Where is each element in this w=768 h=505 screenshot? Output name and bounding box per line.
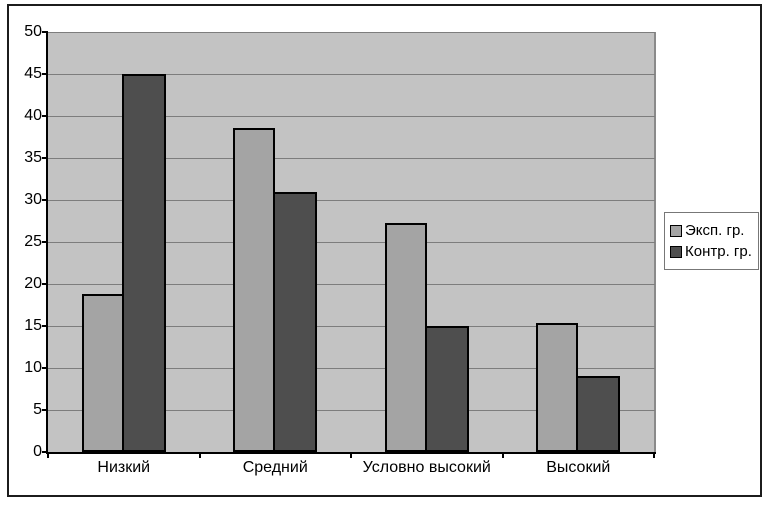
x-axis-tick xyxy=(501,452,504,458)
y-axis-tick xyxy=(42,157,48,159)
y-axis-tick-label: 10 xyxy=(24,359,42,376)
gridline xyxy=(48,199,655,201)
y-axis-tick xyxy=(42,31,48,33)
y-axis-tick-label: 50 xyxy=(24,23,42,40)
category-label: Средний xyxy=(242,459,308,476)
legend-label: Контр. гр. xyxy=(685,243,752,260)
y-axis-tick xyxy=(42,199,48,201)
gridline xyxy=(48,73,655,75)
y-axis-tick xyxy=(42,367,48,369)
y-axis-tick-label: 30 xyxy=(24,191,42,208)
category-label: Низкий xyxy=(97,459,151,476)
gridline xyxy=(48,367,655,369)
gridline xyxy=(48,157,655,159)
y-axis-tick xyxy=(42,325,48,327)
y-axis-tick xyxy=(42,241,48,243)
y-axis-tick xyxy=(42,283,48,285)
gridline xyxy=(48,115,655,117)
y-axis-tick-label: 20 xyxy=(24,275,42,292)
y-axis-tick xyxy=(42,73,48,75)
gridline xyxy=(48,241,655,243)
y-axis-tick xyxy=(42,409,48,411)
gridline xyxy=(48,409,655,411)
x-axis-tick xyxy=(47,452,49,458)
category-label: Высокий xyxy=(546,459,611,476)
legend-marker-icon xyxy=(670,245,682,258)
bar-control-0 xyxy=(121,74,166,452)
bar-exp-1 xyxy=(233,127,276,452)
legend-item: Эксп. гр. xyxy=(670,220,754,241)
x-axis-tick xyxy=(350,452,352,458)
bar-exp-0 xyxy=(81,294,124,452)
y-axis-tick-label: 15 xyxy=(24,317,42,334)
bar-control-1 xyxy=(273,191,318,452)
y-axis-tick-label: 25 xyxy=(24,233,42,250)
y-axis-tick-label: 0 xyxy=(33,443,42,460)
x-axis-tick xyxy=(198,452,201,458)
legend-marker-icon xyxy=(670,224,682,237)
y-axis-tick-label: 40 xyxy=(24,107,42,124)
legend-item: Контр. гр. xyxy=(670,241,754,262)
gridline xyxy=(48,31,655,33)
y-axis-tick-label: 5 xyxy=(33,401,42,418)
category-label: Условно высокий xyxy=(362,459,491,476)
y-axis-tick-label: 45 xyxy=(24,65,42,82)
legend-label: Эксп. гр. xyxy=(685,222,745,239)
legend: Эксп. гр. Контр. гр. xyxy=(664,212,759,270)
bar-exp-3 xyxy=(536,322,579,452)
x-axis-tick xyxy=(653,452,655,458)
bar-control-3 xyxy=(576,376,621,452)
bar-exp-2 xyxy=(384,222,427,452)
y-axis-tick xyxy=(42,451,48,453)
gridline xyxy=(48,325,655,327)
bar-control-2 xyxy=(424,326,469,452)
y-axis-tick xyxy=(42,115,48,117)
y-axis-tick-label: 35 xyxy=(24,149,42,166)
gridline xyxy=(48,283,655,285)
